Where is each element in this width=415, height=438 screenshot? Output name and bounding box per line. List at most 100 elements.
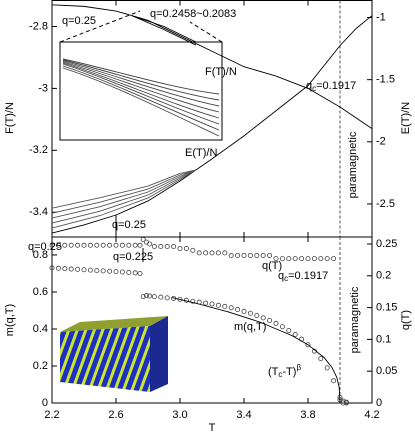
data-point bbox=[254, 312, 260, 318]
data-point bbox=[222, 250, 228, 256]
data-point bbox=[140, 237, 146, 243]
data-point bbox=[107, 268, 113, 274]
data-point bbox=[100, 268, 106, 274]
data-point bbox=[132, 270, 138, 276]
data-point bbox=[331, 378, 337, 384]
axis-label: E(T)/N bbox=[400, 102, 412, 134]
data-point bbox=[147, 293, 153, 299]
data-point bbox=[62, 242, 68, 248]
lattice-top bbox=[60, 316, 168, 332]
data-point bbox=[94, 267, 100, 273]
annotation: q(T) bbox=[262, 260, 282, 272]
data-line bbox=[51, 169, 197, 224]
data-point bbox=[235, 252, 241, 258]
x-tick-label: 2.6 bbox=[108, 409, 123, 421]
data-point bbox=[68, 242, 74, 248]
data-point bbox=[119, 242, 125, 248]
data-line bbox=[131, 15, 197, 46]
data-point bbox=[147, 241, 153, 247]
data-point bbox=[132, 242, 138, 248]
annotation: q=0.25 bbox=[28, 241, 62, 253]
data-point bbox=[151, 244, 157, 250]
annotation-part: (T bbox=[268, 366, 279, 378]
annotation: m(q,T) bbox=[234, 321, 266, 333]
annotation-subscript: c bbox=[312, 84, 316, 93]
data-point bbox=[215, 302, 221, 308]
plot-frame bbox=[51, 236, 373, 404]
data-point bbox=[247, 310, 253, 316]
axis-label: F(T)/N bbox=[4, 102, 16, 134]
annotation-part: =0.1917 bbox=[316, 80, 356, 92]
y-tick-label: 0.4 bbox=[33, 323, 48, 335]
data-point bbox=[279, 256, 285, 262]
lattice-front bbox=[60, 326, 150, 392]
annotation: q=0.2458~0.2083 bbox=[150, 8, 236, 20]
data-point bbox=[235, 307, 241, 313]
data-line bbox=[171, 297, 341, 404]
data-point bbox=[247, 252, 253, 258]
annotation: E(T)/N bbox=[185, 147, 217, 159]
data-point bbox=[324, 365, 330, 371]
data-point bbox=[203, 250, 209, 256]
data-point bbox=[305, 342, 311, 348]
inset-connector bbox=[189, 21, 223, 43]
axis-label: m(q,T) bbox=[4, 304, 16, 336]
data-point bbox=[55, 265, 61, 271]
y2-tick-label: -2.5 bbox=[376, 198, 395, 210]
data-point bbox=[318, 356, 324, 362]
data-point bbox=[81, 242, 87, 248]
data-point bbox=[143, 293, 149, 299]
data-point bbox=[62, 266, 68, 272]
data-line bbox=[51, 169, 197, 219]
y-tick-label: -3.4 bbox=[29, 206, 48, 218]
data-point bbox=[158, 244, 164, 250]
data-point bbox=[94, 242, 100, 248]
annotation-subscript: c bbox=[284, 274, 288, 283]
data-point bbox=[158, 294, 164, 300]
annotation: qc=0.1917 bbox=[306, 80, 356, 93]
data-point bbox=[177, 245, 183, 251]
x-tick-label: 3.0 bbox=[172, 409, 187, 421]
annotation-part: -T) bbox=[282, 366, 296, 378]
y2-tick-label: 0.1 bbox=[376, 333, 391, 345]
x-tick-label: 4.2 bbox=[364, 409, 379, 421]
y2-tick-label: -1.5 bbox=[376, 74, 395, 86]
lattice-image bbox=[60, 316, 168, 392]
x-tick-label: 3.8 bbox=[300, 409, 315, 421]
data-point bbox=[49, 242, 55, 248]
annotation: paramagnetic bbox=[347, 131, 359, 198]
data-point bbox=[299, 256, 305, 262]
data-point bbox=[292, 256, 298, 262]
axis-label: T bbox=[209, 422, 216, 434]
annotation: qc=0.1917 bbox=[278, 270, 328, 283]
annotation-superscript: β bbox=[296, 363, 301, 372]
data-point bbox=[273, 320, 279, 326]
data-point bbox=[113, 242, 119, 248]
data-point bbox=[190, 247, 196, 253]
y2-tick-label: 0.2 bbox=[376, 270, 391, 282]
data-point bbox=[267, 252, 273, 258]
data-point bbox=[209, 250, 215, 256]
data-point bbox=[267, 317, 273, 323]
data-point bbox=[343, 399, 349, 405]
annotation-part: q bbox=[278, 270, 284, 282]
y2-tick-label: -2 bbox=[376, 136, 386, 148]
data-point bbox=[286, 327, 292, 333]
y-tick-label: 0.2 bbox=[33, 360, 48, 372]
data-point bbox=[164, 244, 170, 250]
data-point bbox=[49, 265, 55, 271]
lattice-side bbox=[150, 316, 168, 392]
data-point bbox=[331, 256, 337, 262]
y-tick-label: 0 bbox=[42, 397, 48, 409]
data-point bbox=[81, 267, 87, 273]
data-point bbox=[311, 256, 317, 262]
data-point bbox=[126, 242, 132, 248]
data-point bbox=[228, 305, 234, 311]
data-point bbox=[241, 308, 247, 314]
data-point bbox=[171, 244, 177, 250]
data-point bbox=[305, 256, 311, 262]
data-point bbox=[340, 400, 346, 406]
data-point bbox=[126, 269, 132, 275]
x-tick-label: 2.2 bbox=[44, 409, 59, 421]
